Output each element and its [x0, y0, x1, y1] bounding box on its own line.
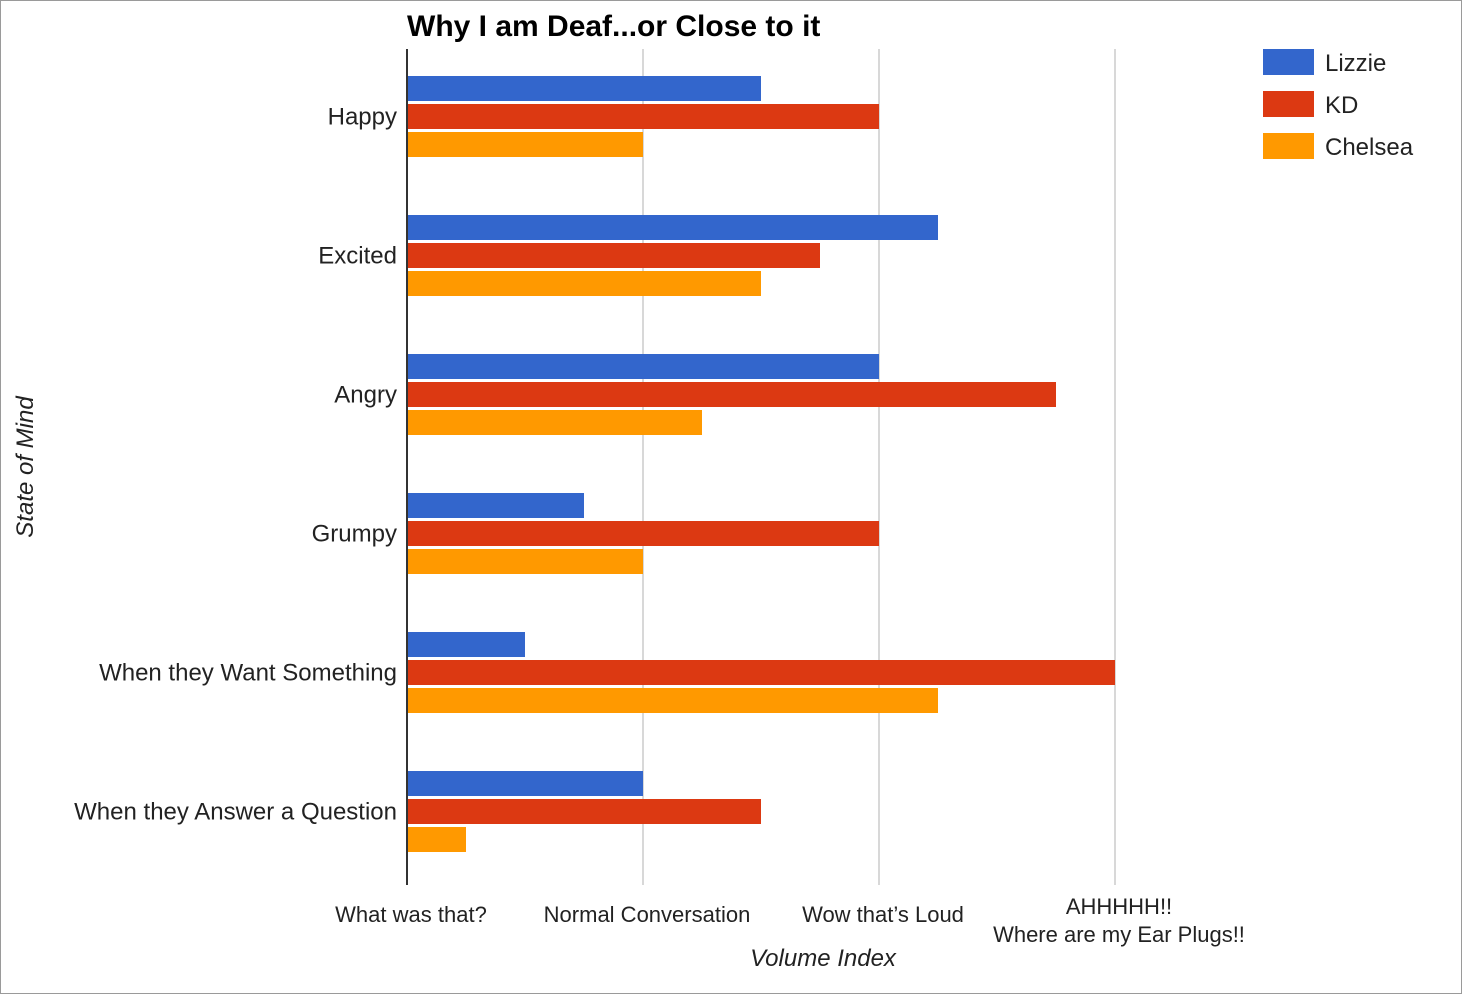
category-label-4: When they Want Something: [99, 660, 397, 687]
x-tick-label-0: What was that?: [335, 902, 487, 927]
chart-title: Why I am Deaf...or Close to it: [407, 10, 820, 43]
bar-lizzie-3: [408, 493, 584, 518]
x-tick-labels: What was that? Normal Conversation Wow tha…: [335, 894, 1245, 947]
gridlines: [642, 49, 1116, 885]
bar-kd-1: [408, 243, 820, 268]
bar-kd-0: [408, 104, 879, 129]
y-axis-title: State of Mind: [12, 396, 39, 538]
legend-label-kd: KD: [1325, 92, 1358, 119]
bar-chelsea-2: [408, 410, 702, 435]
category-label-3: Grumpy: [312, 521, 397, 548]
bar-kd-3: [408, 521, 879, 546]
bar-lizzie-4: [408, 632, 525, 657]
category-labels: Happy Excited Angry Grumpy When they Want So…: [74, 104, 397, 826]
category-label-5: When they Answer a Question: [74, 799, 397, 826]
x-tick-label-2: Wow that’s Loud: [802, 902, 964, 927]
x-tick-label-3-line-0: AHHHHH!!: [1066, 894, 1172, 919]
x-axis-title: Volume Index: [750, 945, 897, 972]
legend-swatch-kd: [1263, 91, 1314, 117]
x-tick-label-3-line-1: Where are my Ear Plugs!!: [993, 922, 1245, 947]
legend-label-lizzie: Lizzie: [1325, 50, 1386, 77]
bar-chelsea-4: [408, 688, 938, 713]
bar-chelsea-1: [408, 271, 761, 296]
category-label-0: Happy: [328, 104, 397, 131]
bar-lizzie-1: [408, 215, 938, 240]
category-label-1: Excited: [318, 243, 397, 270]
bar-kd-4: [408, 660, 1115, 685]
legend-swatch-lizzie: [1263, 49, 1314, 75]
bars: [408, 76, 1115, 852]
legend-swatch-chelsea: [1263, 133, 1314, 159]
bar-kd-5: [408, 799, 761, 824]
bar-lizzie-0: [408, 76, 761, 101]
category-label-2: Angry: [334, 382, 397, 409]
bar-lizzie-5: [408, 771, 643, 796]
legend: Lizzie KD Chelsea: [1263, 49, 1414, 161]
bar-lizzie-2: [408, 354, 879, 379]
bar-chelsea-0: [408, 132, 643, 157]
x-tick-label-1: Normal Conversation: [544, 902, 751, 927]
bar-chelsea-5: [408, 827, 466, 852]
bar-chelsea-3: [408, 549, 643, 574]
bar-kd-2: [408, 382, 1056, 407]
legend-label-chelsea: Chelsea: [1325, 134, 1414, 161]
